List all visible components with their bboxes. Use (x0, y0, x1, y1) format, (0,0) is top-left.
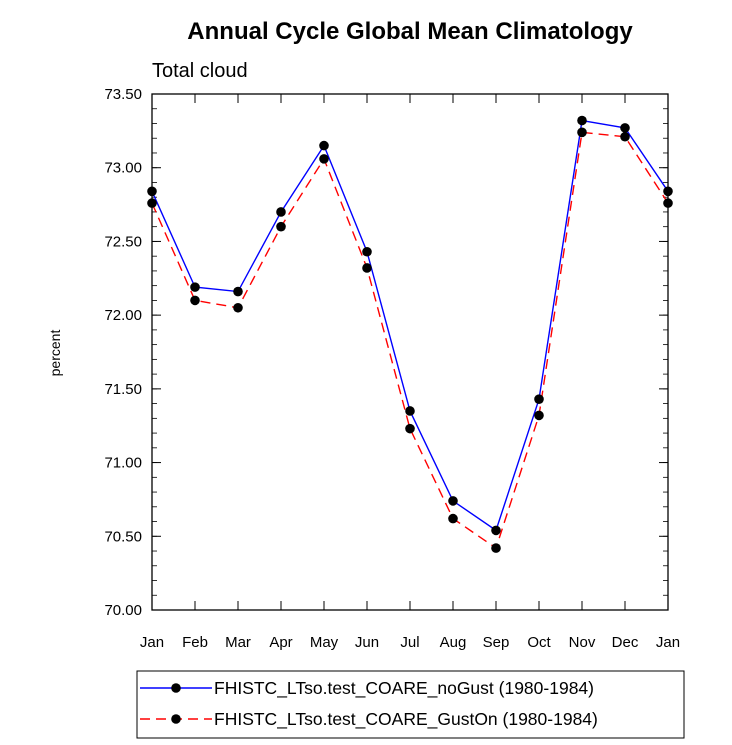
legend-label-2: FHISTC_LTso.test_COARE_GustOn (1980-1984… (214, 709, 598, 730)
x-tick-label: Jan (656, 634, 680, 651)
series-1-point (577, 115, 587, 126)
y-tick-label: 71.50 (104, 381, 142, 398)
x-tick-label: Jul (400, 634, 419, 651)
x-tick-label: Sep (483, 634, 510, 651)
legend: FHISTC_LTso.test_COARE_noGust (1980-1984… (136, 670, 685, 739)
series-2-point (577, 127, 587, 138)
series-1-point (620, 123, 630, 133)
series-1-point (534, 394, 544, 404)
series-2-point (448, 513, 458, 524)
x-tick-label: Jan (140, 634, 164, 651)
x-tick-label: Apr (269, 634, 292, 651)
series-2-point (362, 263, 372, 273)
x-tick-label: Oct (527, 634, 551, 651)
series-2-point (534, 410, 544, 421)
series-1-point (190, 282, 200, 292)
series-2-point (233, 302, 243, 313)
series-line-2 (151, 131, 669, 550)
series-line-1 (151, 119, 669, 532)
x-tick-label: Aug (440, 634, 467, 651)
x-tick-label: Nov (569, 634, 596, 651)
y-tick-label: 73.50 (104, 86, 142, 103)
y-tick-label: 70.00 (104, 602, 142, 619)
legend-marker-2 (171, 714, 181, 724)
y-tick-label: 71.00 (104, 455, 142, 472)
y-tick-label: 73.00 (104, 160, 142, 177)
plot-area: 70.00 70.50 71.00 71.50 72.00 72.50 73.00 73.50… (104, 86, 680, 651)
x-tick-label: Mar (225, 634, 251, 651)
chart-subtitle: Total cloud (152, 60, 248, 82)
y-axis-label: percent (47, 330, 63, 377)
series-1-point (276, 207, 286, 217)
x-tick-label: May (310, 634, 339, 651)
series-1-point (233, 286, 243, 297)
series-1-point (319, 140, 329, 151)
x-tick-label: Jun (355, 634, 379, 651)
plot-frame (151, 93, 669, 611)
series-1-point (448, 496, 458, 506)
series-2-point (276, 221, 286, 232)
series-2-point (620, 131, 630, 142)
series-1-point (147, 186, 157, 197)
series-2-point (405, 423, 415, 434)
y-tick-label: 70.50 (104, 528, 142, 545)
series-2-point (491, 543, 501, 553)
x-tick-label: Feb (182, 634, 208, 651)
y-tick-label: 72.50 (104, 233, 142, 250)
legend-label-1: FHISTC_LTso.test_COARE_noGust (1980-1984… (214, 678, 594, 699)
series-2-point (319, 154, 329, 164)
x-tick-label: Dec (612, 634, 639, 651)
legend-marker-1 (171, 683, 181, 693)
series-2-point (147, 198, 157, 208)
series-2-point (190, 295, 200, 306)
y-tick-label: 72.00 (104, 307, 142, 324)
series-1-point (491, 525, 501, 536)
series-1-point (362, 246, 372, 257)
chart-title: Annual Cycle Global Mean Climatology (187, 18, 633, 45)
series-1-point (663, 186, 673, 197)
series-2-point (663, 198, 673, 208)
series-1-point (405, 406, 415, 416)
legend-box (136, 670, 685, 739)
